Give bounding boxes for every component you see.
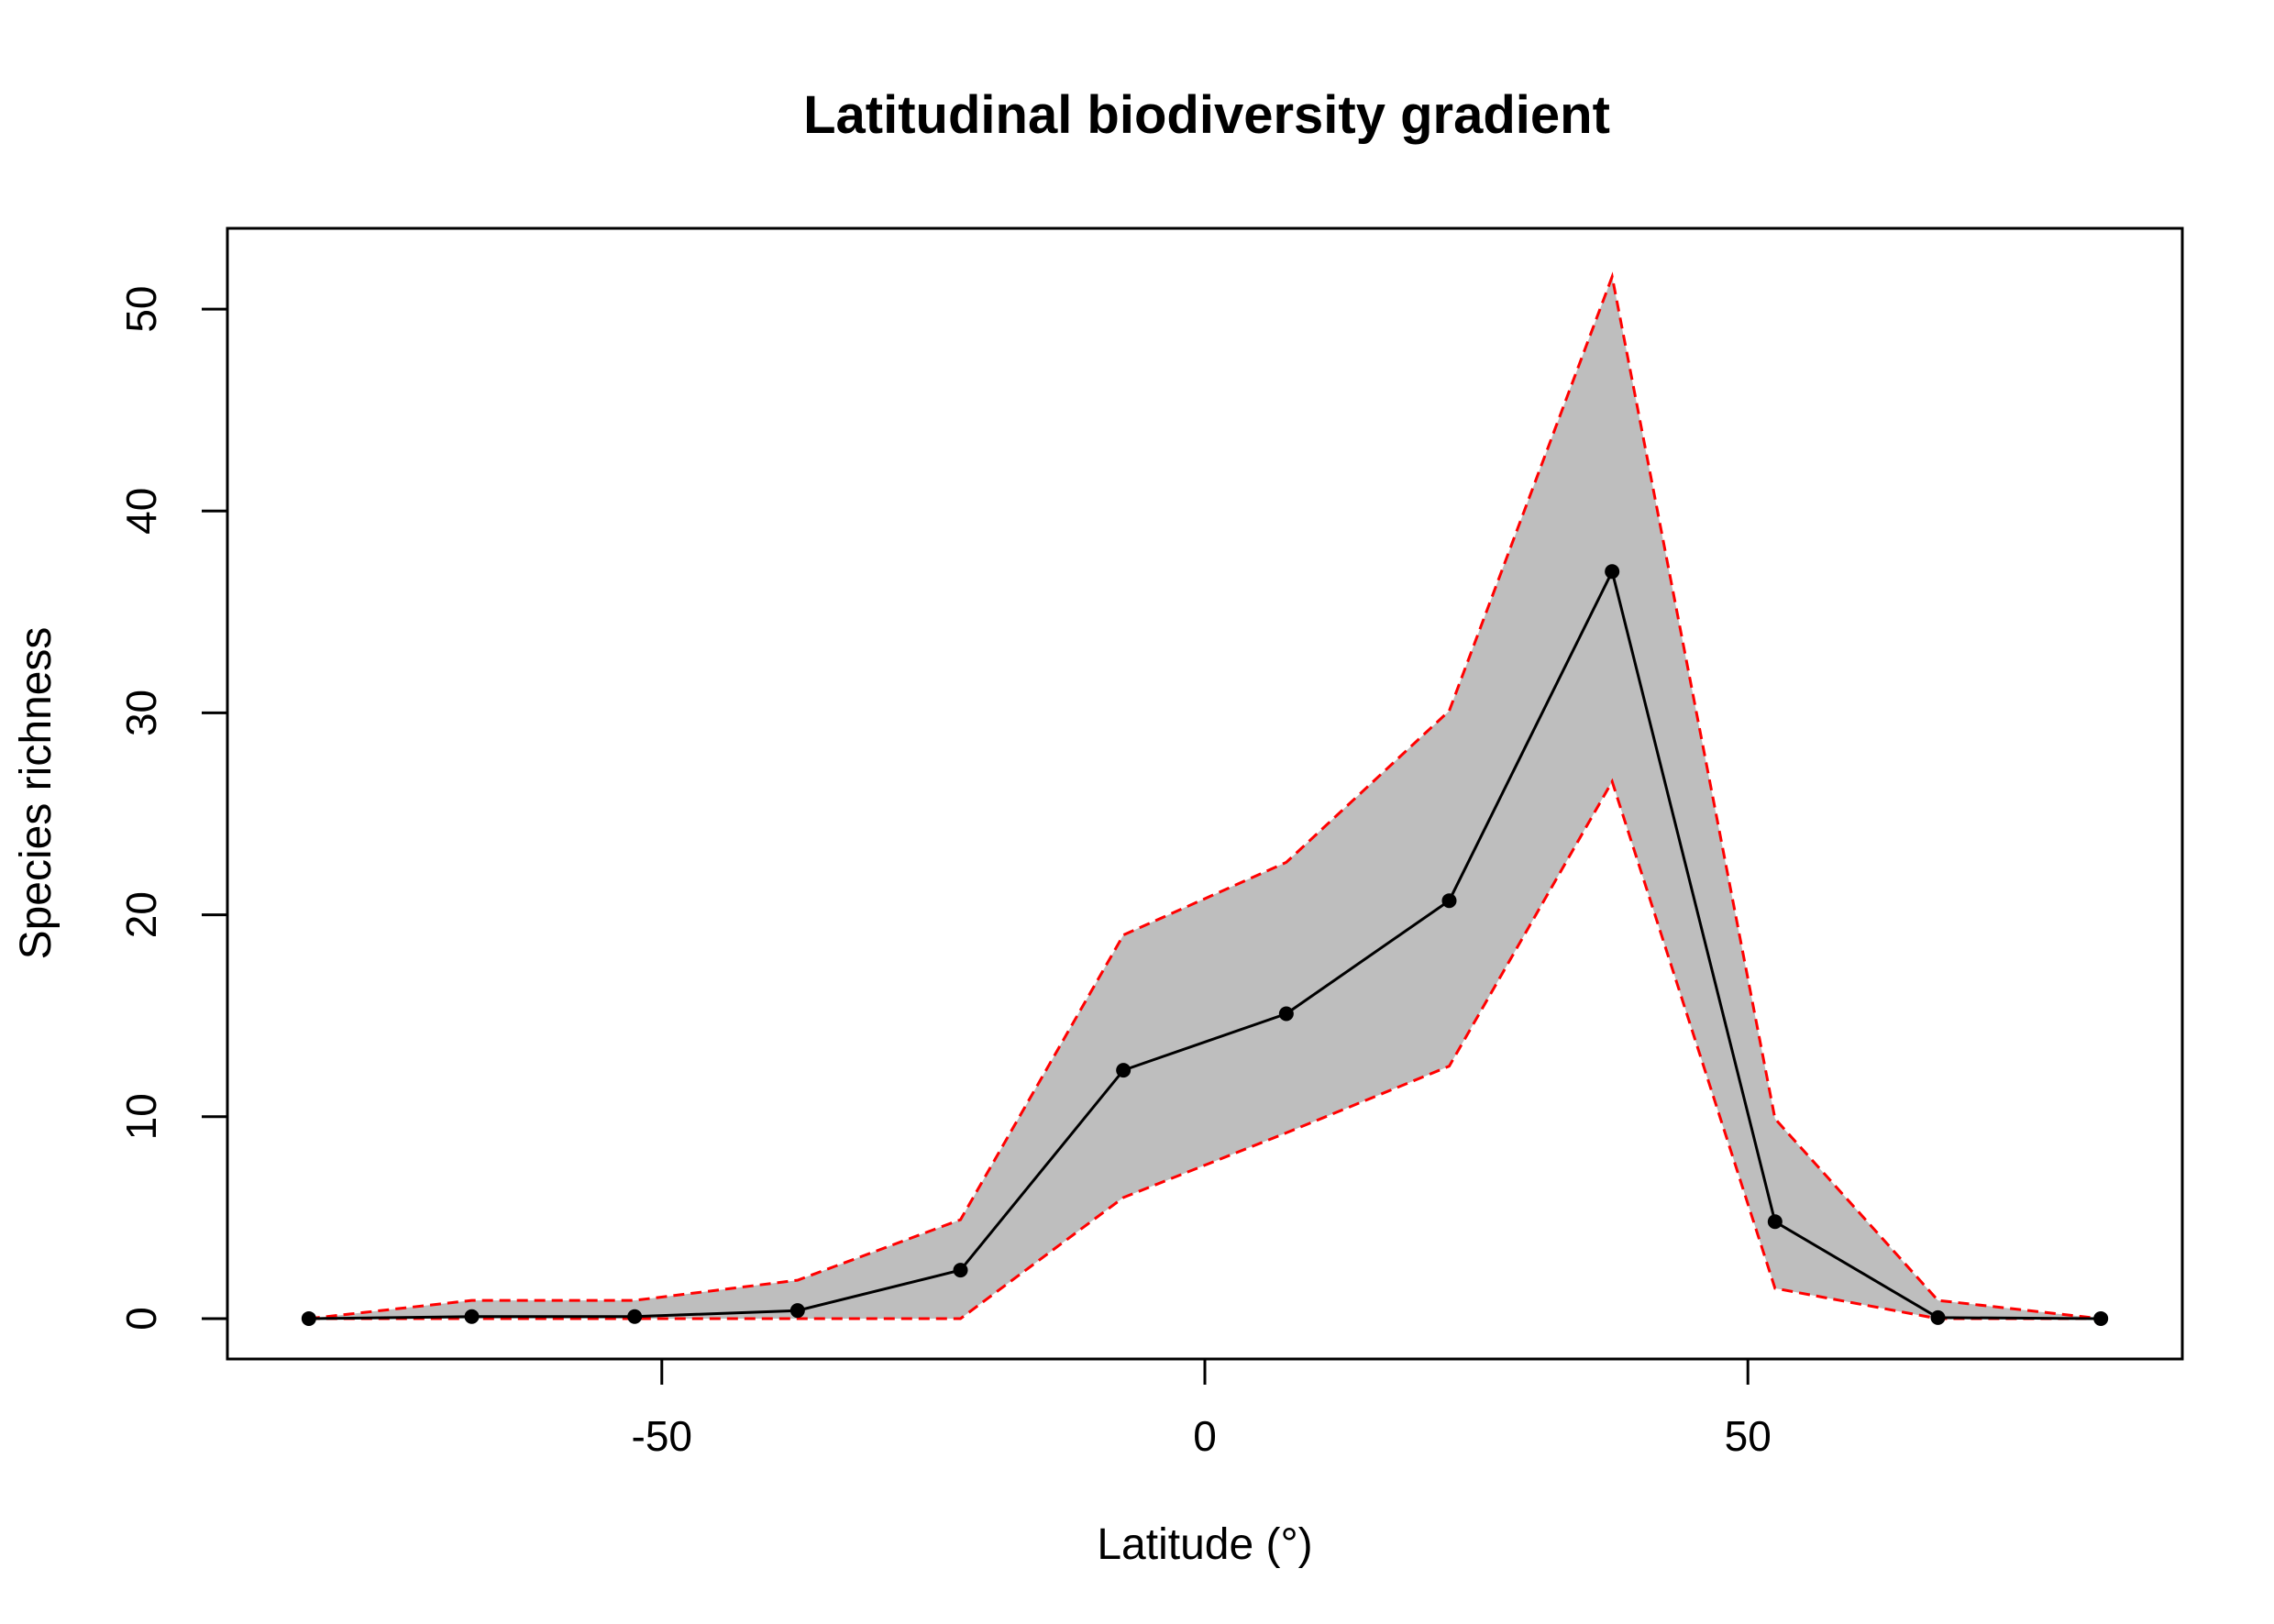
data-point — [627, 1309, 643, 1324]
data-point — [953, 1263, 968, 1278]
y-axis-label: Species richness — [12, 627, 61, 960]
data-point — [1278, 1006, 1294, 1022]
y-tick-label: 10 — [117, 1093, 165, 1140]
data-point — [2093, 1310, 2109, 1326]
y-tick-label: 40 — [117, 488, 165, 535]
data-point — [1930, 1309, 1946, 1325]
x-axis: -50 0 50 — [632, 1357, 1772, 1460]
y-tick-label: 30 — [117, 690, 165, 736]
upper-bound-line — [308, 271, 2102, 1320]
x-tick-label: 50 — [1725, 1412, 1772, 1460]
chart-title: Latitudinal biodiversity gradient — [803, 85, 1610, 145]
x-axis-label: Latitude (°) — [1097, 1520, 1312, 1569]
data-point — [464, 1309, 480, 1324]
y-tick-label: 20 — [117, 891, 165, 938]
data-point — [1116, 1063, 1131, 1078]
x-tick-label: -50 — [632, 1412, 692, 1460]
mean-line — [308, 567, 2102, 1320]
plot-area — [301, 271, 2109, 1326]
y-tick-label: 50 — [117, 285, 165, 332]
data-point — [1767, 1214, 1783, 1230]
data-point — [1441, 893, 1457, 909]
confidence-band — [308, 276, 2102, 1319]
data-point — [1605, 564, 1620, 580]
lower-bound-line — [308, 778, 2102, 1320]
y-tick-label: 0 — [117, 1307, 165, 1331]
data-point — [789, 1303, 805, 1319]
x-tick-label: 0 — [1193, 1412, 1217, 1460]
plot-frame — [226, 226, 2184, 1361]
y-axis: 0 10 20 30 40 50 — [117, 285, 227, 1331]
data-point — [301, 1310, 316, 1326]
